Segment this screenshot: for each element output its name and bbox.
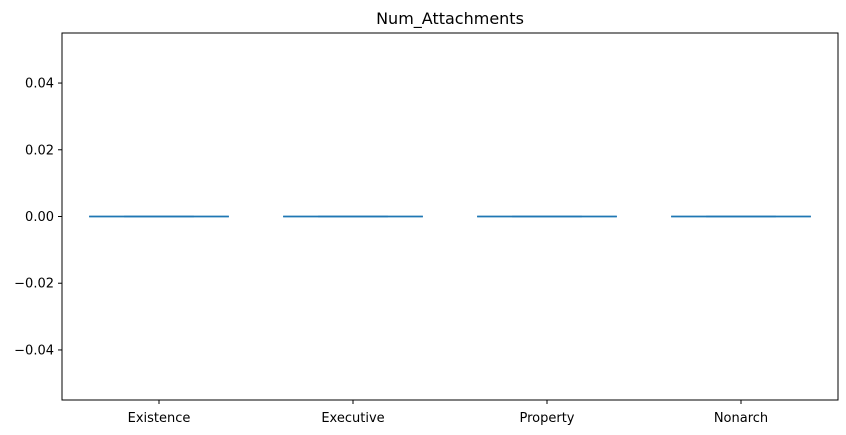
y-tick-label: 0.02 (25, 143, 54, 158)
x-axis: Existence Executive Property Nonarch (128, 400, 768, 426)
y-tick-label: −0.04 (14, 343, 54, 358)
x-tick-label: Nonarch (714, 411, 768, 426)
x-tick-label: Property (519, 411, 574, 426)
y-axis: −0.04 −0.02 0.00 0.02 0.04 (14, 77, 62, 358)
x-tick-label: Existence (128, 411, 191, 426)
y-tick-label: 0.04 (25, 77, 54, 92)
x-tick-label: Executive (321, 411, 384, 426)
y-tick-label: −0.02 (14, 277, 54, 292)
y-tick-label: 0.00 (25, 210, 54, 225)
chart-title: Num_Attachments (376, 9, 524, 29)
